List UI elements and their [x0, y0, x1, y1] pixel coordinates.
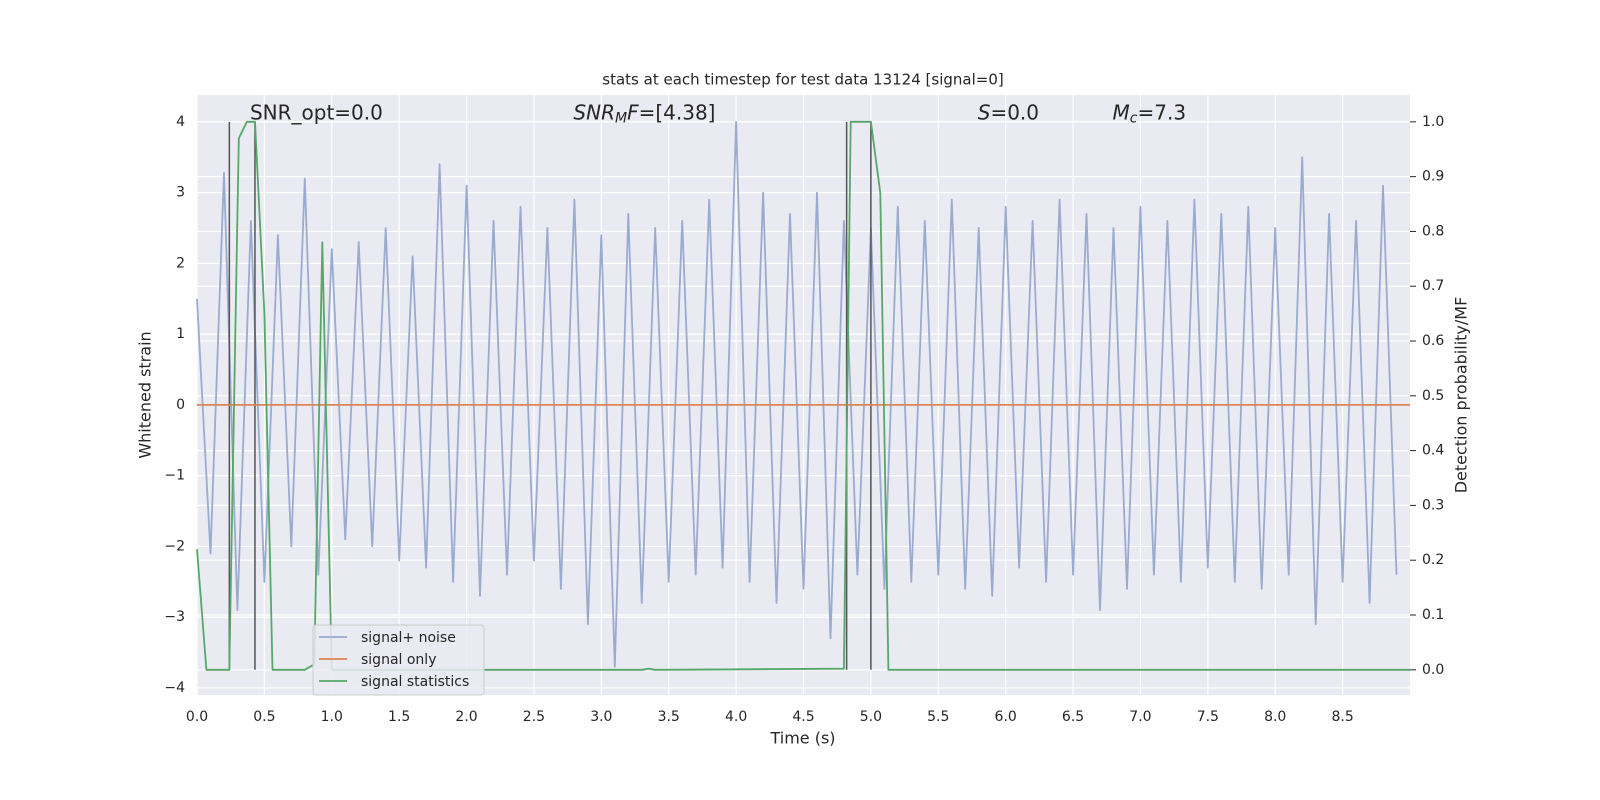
y2-tick-label: 0.6: [1422, 333, 1444, 349]
y-tick-label: 0: [176, 397, 185, 413]
y2-tick-label: 0.9: [1422, 169, 1444, 185]
x-tick-label: 3.5: [658, 709, 680, 725]
annotation: S=0.0: [978, 100, 1039, 124]
y2-tick-label: 1.0: [1422, 114, 1444, 130]
legend-label: signal+ noise: [361, 630, 456, 646]
y2-tick-label: 0.1: [1422, 607, 1444, 623]
x-tick-label: 0.0: [186, 709, 208, 725]
annotation-part: =0.0: [990, 100, 1039, 124]
series-line: [196, 120, 1410, 671]
series-line: [196, 121, 1398, 668]
x-tick-label: 4.5: [792, 709, 814, 725]
legend-box: [312, 624, 485, 696]
y-tick-label: −3: [164, 609, 185, 625]
y-axis-label: Whitened strain: [136, 331, 155, 458]
y2-tick-label: 0.5: [1422, 388, 1444, 404]
y2-tick-label: 0.3: [1422, 497, 1444, 513]
y-tick-label: 4: [176, 114, 185, 130]
annotation-part: F: [627, 100, 639, 124]
y2-tick-label: 0.0: [1422, 662, 1444, 678]
x-tick-label: 1.5: [388, 709, 410, 725]
chart-title: stats at each timestep for test data 131…: [602, 71, 1003, 89]
annotation-part: M: [615, 111, 627, 127]
annotation-part: =[4.38]: [639, 100, 716, 124]
x-tick-label: 5.5: [927, 709, 949, 725]
x-tick-label: 3.0: [590, 709, 612, 725]
y2-axis-label: Detection probability/MF: [1452, 297, 1471, 494]
y-tick-label: 3: [176, 185, 185, 201]
annotation: Mc=7.3: [1113, 100, 1187, 127]
x-tick-label: 7.0: [1129, 709, 1151, 725]
x-tick-label: 8.5: [1331, 709, 1353, 725]
y-tick-label: −1: [164, 468, 185, 484]
x-tick-label: 4.0: [725, 709, 747, 725]
annotation: SNR_opt=0.0: [250, 100, 383, 124]
annotation-part: c: [1130, 111, 1138, 127]
annotation-part: SNR: [573, 100, 615, 124]
y-tick-label: 1: [176, 326, 185, 342]
y-tick-label: 2: [176, 255, 185, 271]
y2-tick-label: 0.2: [1422, 552, 1444, 568]
x-axis-label: Time (s): [769, 729, 835, 748]
annotation: SNRMF=[4.38]: [573, 100, 715, 127]
x-tick-label: 7.5: [1197, 709, 1219, 725]
x-tick-label: 0.5: [253, 709, 275, 725]
legend-label: signal only: [361, 652, 436, 668]
y2-tick-label: 0.7: [1422, 278, 1444, 294]
y-tick-label: −4: [164, 680, 185, 696]
y2-tick-label: 0.8: [1422, 223, 1444, 239]
x-tick-label: 5.0: [860, 709, 882, 725]
x-tick-label: 6.0: [995, 709, 1017, 725]
y2-tick-label: 0.4: [1422, 443, 1444, 459]
legend-label: signal statistics: [361, 674, 469, 690]
x-tick-label: 2.0: [455, 709, 477, 725]
annotation-part: SNR_opt=0.0: [250, 100, 383, 124]
annotation-part: M: [1113, 100, 1130, 124]
y-tick-label: −2: [164, 538, 185, 554]
x-tick-label: 6.5: [1062, 709, 1084, 725]
annotation-part: S: [978, 100, 991, 124]
x-tick-label: 2.5: [523, 709, 545, 725]
annotation-part: =7.3: [1138, 100, 1187, 124]
x-tick-label: 1.0: [321, 709, 343, 725]
x-tick-label: 8.0: [1264, 709, 1286, 725]
